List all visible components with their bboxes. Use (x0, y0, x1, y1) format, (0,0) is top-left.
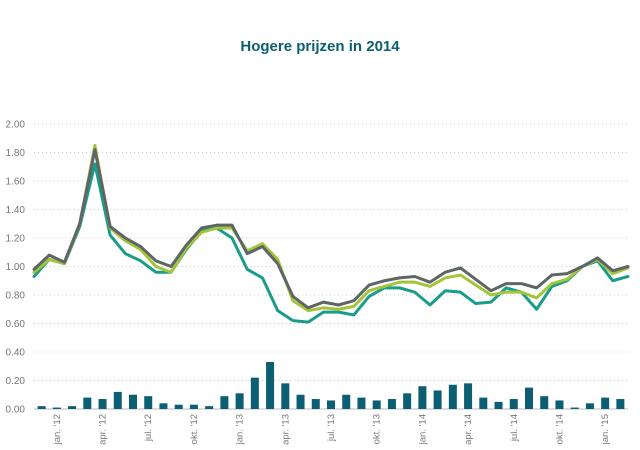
y-tick-label: 0.60 (6, 319, 26, 330)
x-tick-label: jul. '12 (143, 414, 154, 442)
bar (509, 399, 518, 409)
chart-title: Hogere prijzen in 2014 (240, 38, 400, 55)
bar (113, 391, 122, 409)
y-tick-label: 0.00 (6, 405, 26, 416)
x-tick-label: okt. '14 (554, 414, 565, 444)
bar (601, 397, 610, 409)
x-tick-label: apr. '13 (280, 414, 291, 445)
line-series (32, 143, 630, 324)
y-tick-label: 0.40 (6, 348, 26, 359)
bar (616, 399, 625, 409)
bar (174, 404, 183, 409)
bar (433, 390, 442, 409)
y-tick-label: 1.00 (6, 262, 26, 273)
y-tick-label: 0.80 (6, 291, 26, 302)
bar (98, 399, 107, 409)
bar (235, 393, 244, 409)
bar (281, 383, 290, 409)
bar (68, 406, 77, 409)
bar (555, 400, 564, 409)
bar (205, 406, 214, 409)
bar (418, 386, 427, 409)
bar (250, 377, 259, 409)
x-axis-ticks: jan. '12 apr. '12 jul. '12 okt. '12 jan. '13… (52, 414, 611, 445)
bar (525, 387, 533, 409)
bar (266, 361, 275, 409)
bar (387, 399, 396, 409)
bar (296, 394, 305, 409)
bar (494, 401, 503, 409)
grid-lines (34, 123, 628, 410)
bar (464, 383, 473, 409)
x-tick-label: jan. '15 (600, 414, 611, 445)
bar (327, 400, 335, 409)
x-tick-label: jan. '13 (235, 414, 246, 445)
bar (570, 407, 579, 409)
x-tick-label: okt. '13 (372, 414, 383, 444)
bar (311, 399, 320, 409)
y-tick-label: 1.20 (6, 234, 26, 245)
bar (342, 394, 351, 409)
bar (37, 406, 46, 409)
bar (83, 397, 92, 409)
x-tick-label: jul. '13 (326, 414, 337, 442)
bar (189, 404, 198, 409)
bar (129, 394, 137, 409)
y-tick-label: 0.20 (6, 376, 26, 387)
x-tick-label: okt. '12 (189, 414, 200, 444)
x-tick-label: jul. '14 (509, 414, 520, 442)
bar (144, 396, 153, 409)
bar (540, 396, 549, 409)
bar (357, 397, 366, 409)
x-tick-label: jan. '14 (417, 414, 428, 445)
x-tick-label: apr. '14 (463, 414, 474, 445)
bar-series (37, 361, 625, 409)
bar (159, 403, 168, 409)
y-tick-label: 1.40 (6, 205, 26, 216)
bar (448, 384, 457, 409)
bar (585, 403, 594, 409)
bar (403, 393, 412, 409)
bar (52, 407, 61, 409)
x-tick-label: jan. '12 (52, 414, 63, 445)
bar (479, 397, 488, 409)
y-axis-ticks: 0.00 0.20 0.40 0.60 0.80 1.00 1.20 1.40 1.60 1.80… (6, 120, 26, 416)
series-line-3 (32, 148, 630, 310)
series-line-1 (32, 162, 630, 324)
x-tick-label: apr. '12 (98, 414, 109, 445)
y-tick-label: 2.00 (6, 120, 26, 131)
series-line-2 (32, 143, 630, 313)
bar (372, 400, 381, 409)
bar (220, 396, 229, 409)
y-tick-label: 1.80 (6, 148, 26, 159)
y-tick-label: 1.60 (6, 177, 26, 188)
